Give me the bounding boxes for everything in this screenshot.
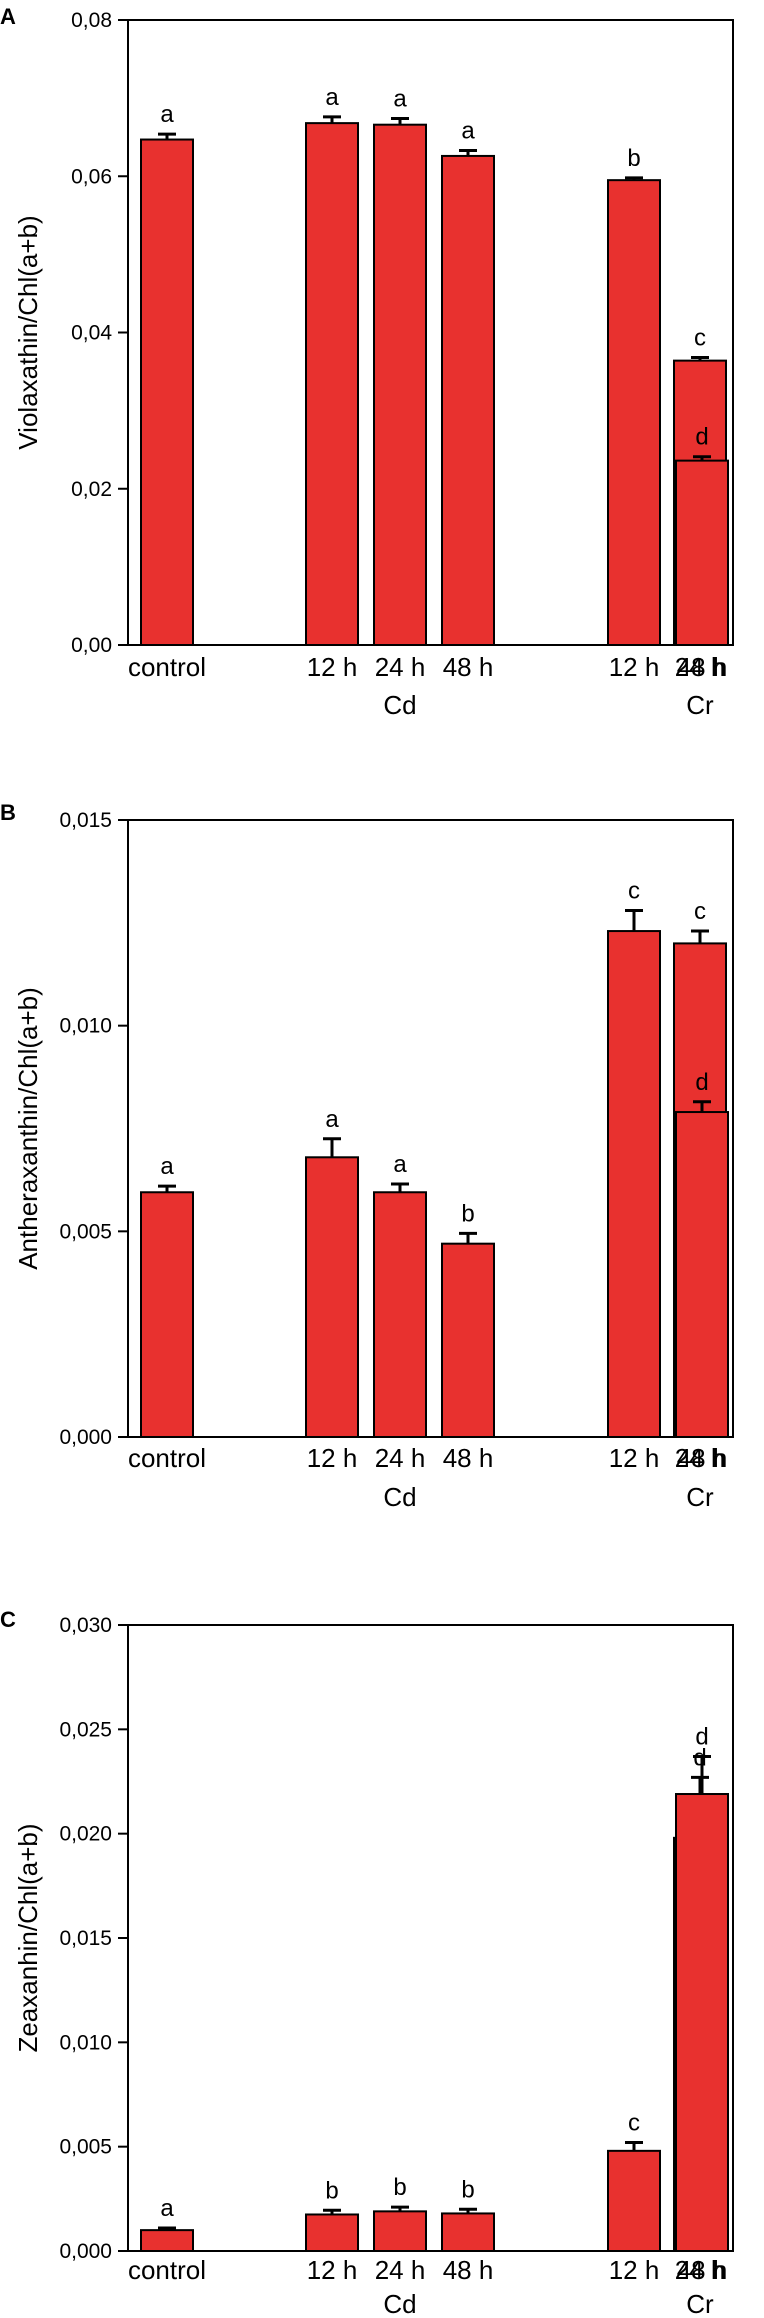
y-axis-label: Violaxathin/Chl(a+b) <box>13 215 43 449</box>
bar <box>305 122 359 646</box>
x-tick-label: 12 h <box>307 652 358 682</box>
x-tick-label: 48 h <box>677 2255 728 2285</box>
y-tick-label: 0,005 <box>59 2136 112 2159</box>
significance-letter: a <box>160 2195 174 2222</box>
significance-letter: b <box>325 2177 338 2204</box>
bar <box>305 2213 359 2253</box>
y-tick-label: 0,04 <box>71 322 112 345</box>
x-tick-label: 12 h <box>609 652 660 682</box>
significance-letter: d <box>695 424 708 451</box>
chart-panel-c: C 0,000 0,005 0,010 0,015 0,020 0,025 0,030 Zeax… <box>0 1607 734 2318</box>
y-tick-label: 0,02 <box>71 478 112 501</box>
y-tick-label: 0,010 <box>59 2031 112 2054</box>
y-tick-label: 0,06 <box>71 165 112 188</box>
bar <box>140 1191 194 1439</box>
significance-letter: b <box>461 1200 474 1227</box>
x-tick-label: 48 h <box>443 1443 494 1473</box>
x-tick-label: 48 h <box>677 652 728 682</box>
group-label: Cr <box>686 2289 714 2318</box>
y-tick-label: 0,000 <box>59 1426 112 1449</box>
significance-letter: a <box>160 101 174 128</box>
bar <box>373 123 427 646</box>
significance-letter: b <box>461 2176 474 2203</box>
x-tick-label: 24 h <box>375 2255 426 2285</box>
bar <box>675 459 729 646</box>
plot-frame <box>127 819 734 1438</box>
bar <box>607 179 661 646</box>
group-label: Cr <box>686 1482 714 1512</box>
significance-letter: c <box>694 325 706 352</box>
x-tick-label: 12 h <box>307 1443 358 1473</box>
bar <box>607 930 661 1438</box>
x-tick-label: 48 h <box>677 1443 728 1473</box>
x-tick-label: control <box>128 1443 206 1473</box>
x-tick-label: 24 h <box>675 1443 726 1473</box>
x-tick-label: 12 h <box>609 1443 660 1473</box>
y-tick-label: 0,000 <box>59 2240 112 2263</box>
x-tick-label: 12 h <box>307 2255 358 2285</box>
group-label: Cd <box>383 2289 416 2318</box>
x-tick-label: 48 h <box>443 2255 494 2285</box>
panel-letter: C <box>0 1607 16 1632</box>
x-tick-label: 24 h <box>675 652 726 682</box>
significance-letter: a <box>461 117 475 144</box>
x-tick-label: 12 h <box>609 2255 660 2285</box>
bar <box>373 1191 427 1439</box>
x-tick-label: control <box>128 2255 206 2285</box>
bar <box>373 2210 427 2252</box>
significance-letter: d <box>695 1723 708 1750</box>
group-label: Cr <box>686 690 714 720</box>
chart-panel-b: B 0,000 0,005 0,010 0,015 Antheraxanthin/Chl(… <box>0 800 734 1512</box>
bar <box>441 154 495 646</box>
significance-letter: b <box>627 145 640 172</box>
group-label: Cd <box>383 1482 416 1512</box>
significance-letter: d <box>695 1069 708 1096</box>
y-tick-label: 0,00 <box>71 634 112 657</box>
y-axis-label: Zeaxanhin/Chl(a+b) <box>13 1823 43 2052</box>
y-tick-label: 0,015 <box>59 809 112 832</box>
panel-letter: A <box>0 4 16 29</box>
significance-letter: a <box>160 1153 174 1180</box>
y-tick-label: 0,020 <box>59 1823 112 1846</box>
significance-letter: c <box>628 2109 640 2136</box>
y-tick-label: 0,025 <box>59 1718 112 1741</box>
bar <box>140 2229 194 2252</box>
x-tick-label: control <box>128 652 206 682</box>
chart-panel-a: A 0,00 0,02 0,04 0,06 0,08 Violaxathin/Chl(a+b… <box>0 4 734 720</box>
significance-letter: b <box>393 2174 406 2201</box>
significance-letter: c <box>628 877 640 904</box>
group-label: Cd <box>383 690 416 720</box>
significance-letter: a <box>393 1151 407 1178</box>
y-tick-label: 0,010 <box>59 1015 112 1038</box>
y-axis-label: Antheraxanthin/Chl(a+b) <box>13 987 43 1270</box>
y-tick-label: 0,015 <box>59 1927 112 1950</box>
significance-letter: a <box>393 85 407 112</box>
bar <box>675 1111 729 1438</box>
y-tick-label: 0,030 <box>59 1614 112 1637</box>
x-tick-label: 24 h <box>675 2255 726 2285</box>
x-tick-label: 24 h <box>375 652 426 682</box>
bar <box>441 1242 495 1438</box>
bar <box>607 2149 661 2253</box>
panel-letter: B <box>0 800 16 825</box>
significance-letter: a <box>325 1106 339 1133</box>
bar <box>441 2212 495 2252</box>
bar <box>305 1156 359 1438</box>
y-tick-label: 0,005 <box>59 1220 112 1243</box>
x-tick-label: 48 h <box>443 652 494 682</box>
y-tick-label: 0,08 <box>71 9 112 32</box>
significance-letter: c <box>694 898 706 925</box>
bar <box>140 138 194 646</box>
significance-letter: a <box>325 84 339 111</box>
x-tick-label: 24 h <box>375 1443 426 1473</box>
bar <box>675 1793 729 2253</box>
